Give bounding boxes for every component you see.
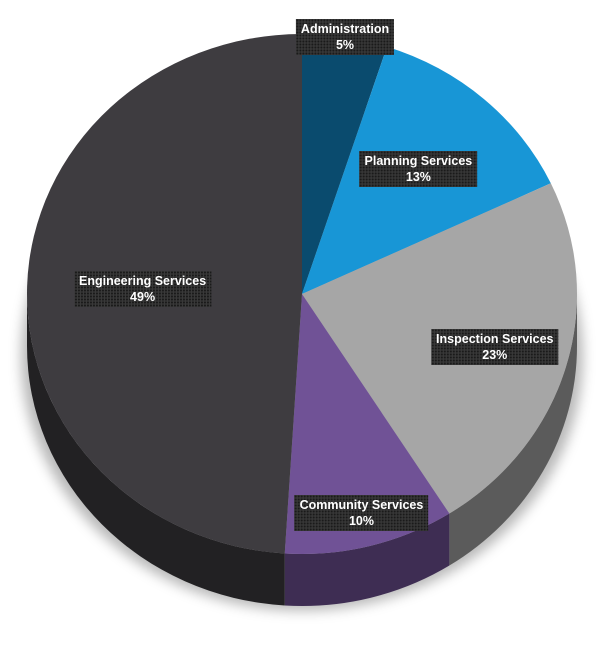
slice-label-name: Planning Services xyxy=(364,154,473,169)
slice-label-inspection-services: Inspection Services 23% xyxy=(431,328,559,365)
pie-slice-administration xyxy=(302,34,387,294)
slice-label-engineering-services: Engineering Services 49% xyxy=(74,271,212,308)
slice-label-value: 13% xyxy=(405,170,431,185)
slice-label-value: 10% xyxy=(348,514,374,529)
slice-label-name: Community Services xyxy=(299,498,424,513)
slice-label-name: Inspection Services xyxy=(436,331,554,346)
slice-label-name: Engineering Services xyxy=(79,274,207,289)
slice-label-administration: Administration 5% xyxy=(295,19,395,56)
slice-label-planning-services: Planning Services 13% xyxy=(359,151,478,188)
pie-side-inspection-services xyxy=(449,294,577,566)
slice-label-value: 49% xyxy=(130,290,156,305)
slice-label-name: Administration xyxy=(300,22,390,37)
slice-label-value: 5% xyxy=(335,38,355,53)
pie-slice-community-services xyxy=(284,294,450,554)
pie-side-engineering-services xyxy=(27,294,285,606)
slice-label-community-services: Community Services 10% xyxy=(294,495,429,532)
slice-label-value: 23% xyxy=(482,347,508,362)
pie-side-community-services xyxy=(284,513,450,606)
